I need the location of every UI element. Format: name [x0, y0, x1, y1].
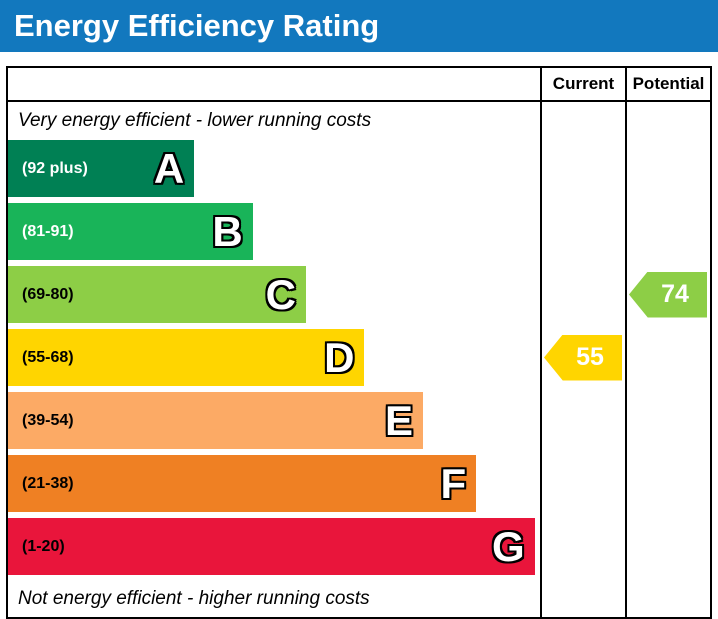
potential-pointer: 74 [629, 271, 707, 318]
band-range-label: (55-68) [22, 348, 74, 366]
band-range-label: (1-20) [22, 537, 65, 555]
chart-body: Very energy efficient - lower running co… [8, 102, 710, 617]
band-bar: (81-91) B [8, 203, 253, 260]
band-row: (39-54) E [8, 392, 540, 455]
band-bar: (21-38) F [8, 455, 477, 512]
band-letter: B [212, 207, 243, 255]
title-bar: Energy Efficiency Rating [0, 0, 718, 52]
chart-header-row: Current Potential [8, 68, 710, 102]
current-column: 55 [540, 102, 625, 617]
current-column-header: Current [540, 68, 625, 100]
band-bar: (92 plus) A [8, 140, 195, 197]
band-bar: (1-20) G [8, 518, 535, 575]
band-bar: (39-54) E [8, 392, 423, 449]
page-title: Energy Efficiency Rating [14, 8, 380, 43]
current-pointer: 55 [544, 334, 622, 381]
band-row: (92 plus) A [8, 140, 540, 203]
band-bar: (55-68) D [8, 329, 365, 386]
potential-rating-value: 74 [661, 280, 689, 308]
band-range-label: (39-54) [22, 411, 74, 429]
band-bar: (69-80) C [8, 266, 306, 323]
band-letter: G [492, 522, 525, 570]
band-row: (1-20) G [8, 518, 540, 581]
band-letter: A [153, 144, 185, 192]
potential-column: 74 [625, 102, 710, 617]
band-range-label: (69-80) [22, 285, 74, 303]
band-range-label: (81-91) [22, 222, 74, 240]
band-range-label: (92 plus) [22, 159, 88, 177]
band-row: (21-38) F [8, 455, 540, 518]
bands-container: (92 plus) A (81-91) B (69-80) C (55-68) … [8, 140, 540, 581]
band-letter: D [324, 333, 355, 381]
band-row: (69-80) C [8, 266, 540, 329]
epc-chart: Current Potential Very energy efficient … [6, 66, 712, 619]
chart-header-spacer [8, 68, 540, 100]
current-rating-value: 55 [576, 343, 604, 371]
band-letter: F [440, 459, 467, 507]
potential-column-header: Potential [625, 68, 710, 100]
band-row: (55-68) D [8, 329, 540, 392]
bands-column: Very energy efficient - lower running co… [8, 102, 540, 617]
band-row: (81-91) B [8, 203, 540, 266]
band-letter: C [265, 270, 296, 318]
top-note: Very energy efficient - lower running co… [18, 110, 372, 131]
band-range-label: (21-38) [22, 474, 74, 492]
band-letter: E [384, 396, 413, 444]
bottom-note: Not energy efficient - higher running co… [18, 588, 370, 609]
